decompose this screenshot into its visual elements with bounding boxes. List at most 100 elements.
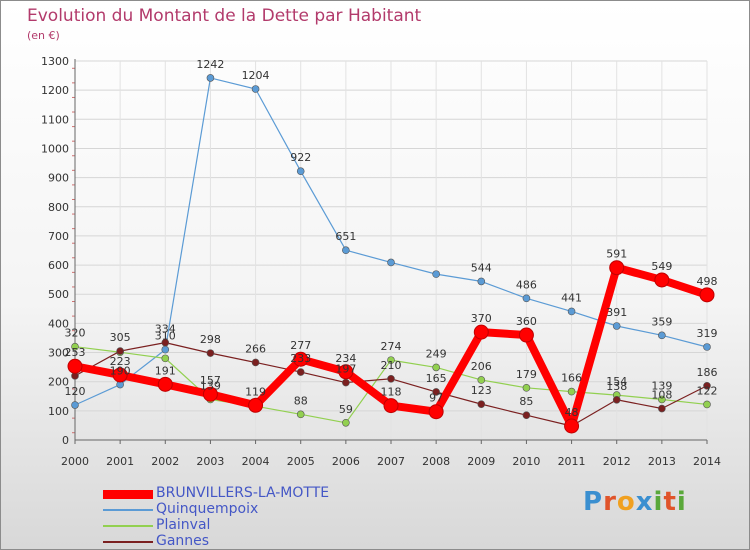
data-point-plainval-2009 (477, 376, 486, 384)
data-label-gannes-2003: 298 (200, 333, 221, 346)
y-tick-label-0: 0 (62, 434, 69, 447)
x-tick-label-2010: 2010 (512, 455, 540, 468)
data-label-quinquempoix-2009: 544 (471, 261, 492, 274)
data-label-brunvillers-la-motte-2007: 118 (381, 386, 402, 399)
data-label-gannes-2006: 197 (335, 363, 356, 376)
x-tick-label-2005: 2005 (287, 455, 315, 468)
data-point-brunvillers-la-motte-2008 (428, 404, 444, 420)
data-point-gannes-2010 (522, 411, 531, 420)
data-label-gannes-2001: 305 (110, 331, 131, 344)
data-label-quinquempoix-2004: 1204 (242, 69, 270, 82)
chart-title: Evolution du Montant de la Dette par Hab… (27, 6, 422, 26)
data-point-gannes-2006 (342, 378, 350, 387)
chart-subtitle: (en €) (27, 29, 60, 42)
data-label-gannes-2004: 266 (245, 342, 266, 355)
data-point-brunvillers-la-motte-2011 (564, 418, 580, 434)
data-label-gannes-2009: 123 (471, 384, 492, 397)
y-tick-label-800: 800 (48, 201, 69, 214)
x-tick-label-2014: 2014 (693, 455, 721, 468)
data-label-quinquempoix-2000: 120 (65, 385, 86, 398)
x-tick-label-2012: 2012 (603, 455, 631, 468)
data-point-quinquempoix-2005 (296, 167, 305, 176)
data-point-plainval-2006 (342, 418, 350, 427)
data-point-quinquempoix-2014 (703, 343, 711, 351)
data-point-gannes-2002 (161, 338, 170, 347)
data-label-plainval-2012: 154 (606, 375, 627, 388)
data-point-quinquempoix-2013 (658, 331, 666, 340)
data-point-brunvillers-la-motte-2000 (67, 358, 83, 374)
data-label-quinquempoix-2003: 1242 (196, 58, 224, 71)
data-point-quinquempoix-2009 (477, 277, 486, 286)
data-point-plainval-2002 (161, 354, 170, 363)
data-point-brunvillers-la-motte-2006 (338, 364, 354, 380)
data-label-quinquempoix-2001: 190 (110, 365, 131, 378)
data-label-quinquempoix-2002: 310 (155, 330, 176, 343)
data-point-gannes-2013 (658, 404, 666, 413)
data-label-gannes-2007: 210 (381, 359, 402, 372)
data-point-brunvillers-la-motte-2009 (473, 324, 489, 340)
data-label-brunvillers-la-motte-2009: 370 (471, 312, 492, 325)
data-point-plainval-2000 (71, 342, 79, 351)
legend-label-plainval: Plainval (156, 517, 211, 533)
data-label-gannes-2010: 85 (519, 395, 533, 408)
y-tick-label-700: 700 (48, 230, 69, 243)
data-label-gannes-2012: 138 (606, 380, 627, 393)
y-tick-label-200: 200 (48, 376, 69, 389)
data-label-plainval-2000: 320 (65, 327, 86, 340)
data-label-plainval-2014: 122 (697, 384, 718, 397)
data-point-quinquempoix-2006 (342, 246, 350, 255)
data-label-plainval-2013: 139 (651, 379, 672, 392)
data-point-brunvillers-la-motte-2010 (518, 327, 534, 343)
y-tick-label-500: 500 (48, 288, 69, 301)
y-tick-label-900: 900 (48, 172, 69, 185)
data-point-brunvillers-la-motte-2005 (293, 351, 309, 367)
data-label-plainval-2006: 59 (339, 403, 353, 416)
data-point-brunvillers-la-motte-2001 (112, 367, 128, 383)
data-label-brunvillers-la-motte-2012: 591 (606, 248, 627, 261)
data-label-plainval-2005: 88 (294, 394, 308, 407)
data-label-brunvillers-la-motte-2006: 234 (335, 352, 356, 365)
x-tick-label-2011: 2011 (558, 455, 586, 468)
data-point-gannes-2007 (387, 374, 395, 383)
legend-swatch-gannes (103, 541, 153, 543)
data-label-quinquempoix-2012: 391 (606, 306, 627, 319)
data-label-plainval-2007: 274 (381, 340, 402, 353)
data-point-plainval-2008 (432, 363, 440, 372)
data-point-gannes-2009 (477, 400, 486, 408)
data-label-plainval-2008: 249 (426, 347, 447, 360)
x-tick-label-2001: 2001 (106, 455, 134, 468)
data-label-gannes-2008: 165 (426, 372, 447, 385)
data-point-brunvillers-la-motte-2013 (654, 272, 670, 288)
data-label-brunvillers-la-motte-2001: 223 (110, 355, 131, 368)
x-tick-label-2000: 2000 (61, 455, 89, 468)
y-tick-label-600: 600 (48, 259, 69, 272)
data-label-brunvillers-la-motte-2013: 549 (651, 260, 672, 273)
data-label-quinquempoix-2014: 319 (697, 327, 718, 340)
data-point-gannes-2014 (703, 381, 711, 390)
y-tick-label-1000: 1000 (41, 142, 69, 155)
data-label-brunvillers-la-motte-2000: 253 (65, 346, 86, 359)
data-point-quinquempoix-2008 (432, 270, 440, 278)
x-tick-label-2007: 2007 (377, 455, 405, 468)
data-label-gannes-2002: 334 (155, 323, 176, 336)
x-tick-label-2006: 2006 (332, 455, 360, 468)
data-label-quinquempoix-2010: 486 (516, 278, 537, 291)
data-point-quinquempoix-2007 (387, 258, 395, 267)
data-point-quinquempoix-2011 (567, 307, 576, 316)
data-point-quinquempoix-2012 (612, 322, 621, 330)
data-point-gannes-2004 (251, 358, 260, 367)
data-label-gannes-2014: 186 (697, 366, 718, 379)
data-label-quinquempoix-2013: 359 (651, 315, 672, 328)
data-point-quinquempoix-2004 (251, 85, 260, 93)
data-label-brunvillers-la-motte-2008: 97 (429, 392, 443, 405)
data-point-gannes-2001 (116, 347, 124, 355)
data-point-brunvillers-la-motte-2007 (383, 398, 399, 414)
data-point-brunvillers-la-motte-2014 (699, 287, 715, 303)
legend-label-gannes: Gannes (156, 533, 210, 549)
data-point-plainval-2011 (567, 387, 576, 396)
data-point-quinquempoix-2003 (206, 74, 215, 82)
x-tick-label-2008: 2008 (422, 455, 450, 468)
x-tick-label-2002: 2002 (151, 455, 179, 468)
